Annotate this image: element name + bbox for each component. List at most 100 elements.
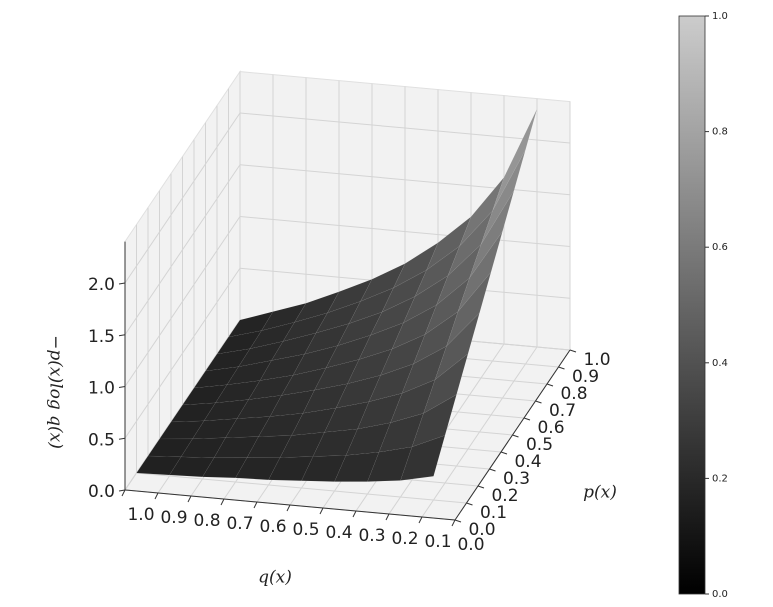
colorbar-tick-label: 0.4: [712, 358, 728, 369]
y-tick: [558, 366, 565, 370]
colorbar-tick-label: 1.0: [712, 11, 728, 22]
surface-face: [235, 457, 281, 481]
surface-face: [435, 244, 482, 306]
y-tick-label: 0.0: [468, 520, 495, 540]
y-tick: [454, 519, 462, 523]
surface-face: [204, 348, 251, 372]
colorbar: [678, 15, 706, 595]
y-tick-label: 0.1: [480, 503, 507, 523]
x-tick: [154, 492, 159, 500]
surface-face: [237, 340, 284, 368]
surface-face: [335, 375, 381, 409]
z-tick: [118, 437, 126, 440]
surface-face: [282, 312, 329, 342]
grid-line: [239, 164, 571, 196]
surface-face: [314, 359, 360, 391]
surface-face: [291, 407, 337, 436]
surface-face: [259, 353, 305, 381]
x-tick: [220, 498, 225, 506]
z-tick: [118, 282, 126, 285]
surface-face: [236, 395, 282, 419]
grid-line: [239, 112, 571, 144]
y-tick: [546, 383, 554, 387]
surface-face: [279, 431, 325, 458]
surface-face: [334, 451, 380, 482]
surface-face: [345, 422, 391, 456]
y-tick: [477, 485, 485, 489]
z-tick: [118, 489, 126, 492]
surface-face: [400, 434, 446, 481]
y-tick-label: 0.9: [572, 367, 599, 387]
z-tick: [118, 386, 126, 388]
x-tick: [385, 513, 390, 521]
colorbar-tick-label: 0.6: [712, 242, 728, 253]
x-tick: [319, 507, 324, 515]
z-tick-label: 0.5: [88, 430, 115, 450]
grid-line: [124, 112, 241, 284]
z-tick-label: 1.5: [88, 327, 115, 347]
surface-face: [192, 418, 238, 440]
surface-face: [203, 399, 249, 422]
x-tick-label: 0.9: [160, 508, 187, 528]
surface-face: [446, 272, 492, 347]
y-tick-label: 0.5: [526, 435, 553, 455]
surface-face: [270, 332, 317, 361]
y-tick: [569, 349, 577, 353]
z-axis-label: −p(x)log q(x): [46, 335, 66, 449]
y-tick: [512, 434, 519, 438]
y-tick: [523, 417, 531, 421]
x-tick: [418, 516, 423, 524]
surface-face: [216, 330, 263, 355]
surface-face: [480, 149, 526, 245]
surface-face: [380, 334, 426, 376]
z-tick: [118, 334, 126, 337]
surface-face: [248, 374, 294, 400]
y-tick-label: 0.4: [514, 452, 541, 472]
x-tick: [286, 504, 291, 512]
x-tick-label: 0.8: [193, 511, 220, 531]
surface-face: [260, 302, 307, 332]
colorbar-tick-label: 0.8: [712, 127, 728, 138]
x-tick: [187, 495, 192, 503]
surface-face: [249, 321, 296, 350]
surface-face: [359, 263, 406, 302]
surface-face: [227, 311, 274, 338]
surface-face: [292, 345, 338, 376]
x-tick-label: 0.2: [391, 529, 418, 549]
surface-face: [281, 367, 327, 396]
surface-face: [268, 456, 314, 482]
surface-face: [304, 323, 350, 355]
grid-line: [124, 216, 241, 387]
surface-face: [169, 456, 215, 478]
surface-face: [357, 392, 403, 430]
surface-face: [193, 366, 239, 389]
surface-face: [302, 383, 348, 414]
surface-face: [136, 455, 182, 476]
x-tick-label: 0.7: [226, 514, 253, 534]
y-tick: [500, 451, 508, 455]
surface-face: [378, 412, 424, 453]
grid-line: [124, 267, 241, 439]
z-tick-label: 2.0: [88, 275, 115, 295]
surface-face: [182, 384, 228, 406]
grid-line: [124, 164, 241, 336]
colorbar-tick-label: 0.0: [712, 589, 728, 600]
x-tick: [352, 510, 357, 518]
colorbar-tick-label: 0.2: [712, 473, 728, 484]
y-tick-label: 1.0: [583, 350, 610, 370]
x-tick-label: 0.3: [358, 526, 385, 546]
surface-face: [367, 446, 413, 482]
x-tick: [253, 501, 258, 509]
surface-face: [258, 413, 304, 437]
x-tick-label: 0.1: [424, 532, 451, 552]
x-axis-label: q(x): [258, 568, 292, 588]
x-tick: [451, 519, 456, 527]
grid-line: [239, 216, 571, 247]
y-tick: [489, 468, 496, 472]
x-tick-label: 0.4: [325, 523, 352, 543]
y-axis-label: p(x): [583, 483, 617, 503]
surface-face: [226, 360, 272, 386]
x-tick-label: 0.5: [292, 520, 319, 540]
x-tick-label: 1.0: [127, 505, 154, 525]
